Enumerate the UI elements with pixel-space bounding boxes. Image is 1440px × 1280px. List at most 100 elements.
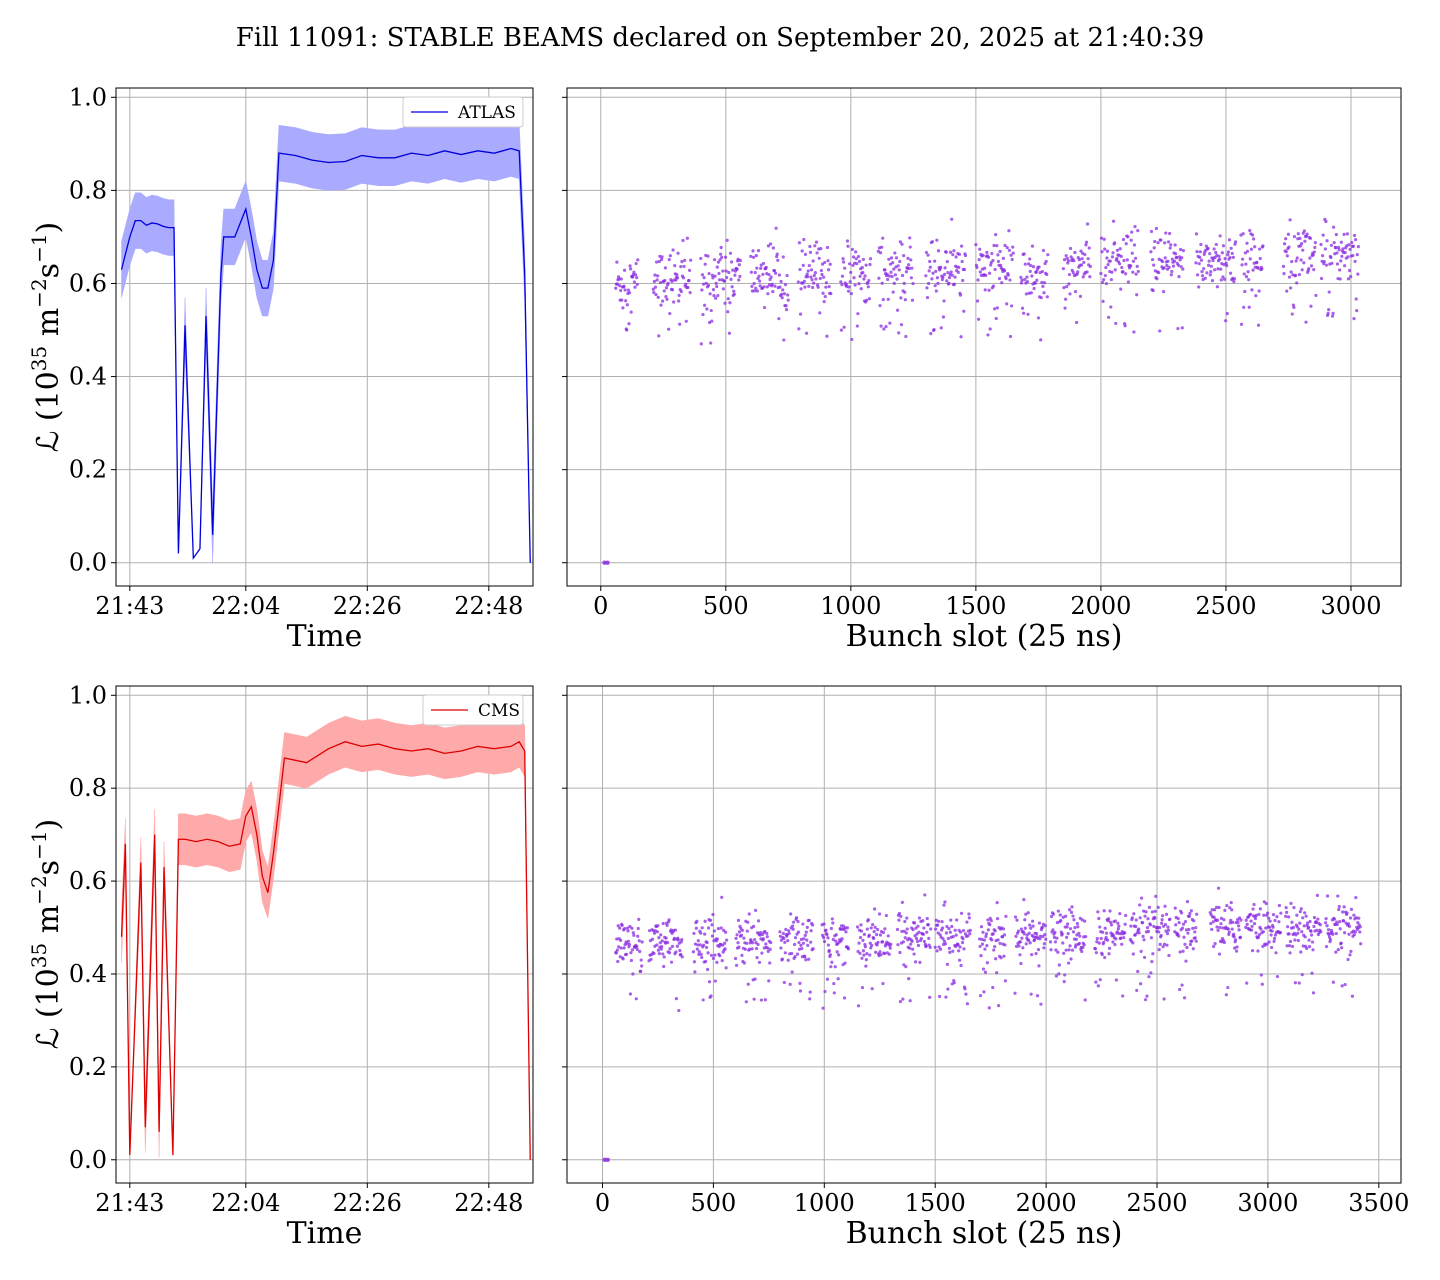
bunch-point [811,923,815,927]
bunch-point [1039,296,1043,300]
bunch-point [1177,920,1181,925]
bunch-point [746,920,750,924]
bunch-point [960,940,965,945]
bunch-point [712,293,716,298]
bunch-point [625,328,629,332]
bunch-point [1189,909,1193,913]
bunch-point [985,250,989,254]
bunch-point [791,920,796,924]
bunch-point [680,260,684,264]
bunch-point [1219,267,1223,271]
bunch-point [1136,228,1140,233]
bunch-point [807,284,811,288]
bunch-point [1022,252,1026,256]
bunch-point [1219,278,1223,282]
bunch-point [657,936,661,940]
bunch-point [940,920,944,924]
bunch-point [1218,234,1222,238]
bunch-point [898,259,902,264]
bunch-point [931,271,935,275]
bunch-point [1322,260,1326,264]
bunch-point [696,943,700,947]
bunch-point [832,981,836,986]
bunch-point [782,338,786,342]
bunch-point [1309,933,1314,937]
bunch-point [1164,912,1169,916]
bunch-point [938,947,943,951]
bunch-point [1231,255,1235,259]
bunch-point [895,277,899,281]
bunch-point [926,253,930,257]
bunch-point [1252,921,1257,926]
bunch-point [883,927,887,931]
bunch-point [1347,268,1352,273]
bunch-point [630,948,634,952]
bunch-point [1194,926,1198,930]
bunch-point [1314,293,1318,298]
bunch-point [900,929,904,933]
bunch-point [1158,942,1162,946]
bunch-point [1350,240,1354,245]
bunch-point [1100,280,1105,285]
bunch-point [851,255,856,259]
bunch-point [1289,286,1293,290]
bunch-point [963,253,968,258]
bunch-point [861,949,866,953]
bunch-point [713,979,717,983]
bunch-point [1142,938,1146,942]
bunch-point [1180,256,1184,260]
bunch-point [667,327,671,331]
bunch-point [1193,936,1197,940]
bunch-point [1221,244,1226,248]
bunch-point [932,327,936,332]
bunch-point [1116,927,1120,931]
bunch-point [1088,264,1092,269]
bunch-point [1287,245,1291,249]
bunch-point [617,945,621,949]
bunch-point [1111,251,1115,255]
bunch-point [1067,282,1071,286]
luminosity-line [120,740,531,1160]
bunch-point [1054,948,1058,952]
bunch-point [739,933,744,937]
bunch-point [991,932,995,936]
bunch-point [1326,928,1331,932]
bunch-point [668,254,672,258]
bunch-point [1042,281,1047,285]
bunch-point [1206,263,1211,267]
bunch-point [632,933,636,937]
bunch-point [889,942,893,946]
bunch-point [760,951,764,955]
bunch-point [980,942,985,946]
bunch-point [1194,261,1198,265]
bunch-point [994,316,998,321]
x-tick-label: 2000 [1016,1189,1077,1217]
bunch-point [1099,936,1103,941]
x-tick-label: 500 [690,1189,736,1217]
bunch-point [1181,267,1185,271]
bunch-point [818,311,822,315]
bunch-point [847,285,851,289]
bunch-point [768,947,772,951]
bunch-point [988,271,992,275]
bunch-point [1330,261,1334,265]
bunch-point [1253,245,1257,249]
bunch-point [1064,254,1068,258]
bunch-point [738,258,743,263]
bunch-point [846,244,850,248]
bunch-point [1272,939,1276,943]
bunch-point [1001,927,1006,931]
bunch-point [767,272,771,277]
bunch-point [1162,266,1166,270]
bunch-point [960,259,964,264]
bunch-point [924,944,928,948]
bunch-point [1135,988,1139,993]
bunch-point [713,274,717,278]
bunch-point [1273,933,1278,937]
bunch-point [1323,921,1328,925]
ylabel-mid2: s [31,263,66,278]
bunch-point [1250,948,1255,953]
bunch-point [1336,894,1340,898]
bunch-point [928,259,932,264]
bunch-point [631,972,635,976]
